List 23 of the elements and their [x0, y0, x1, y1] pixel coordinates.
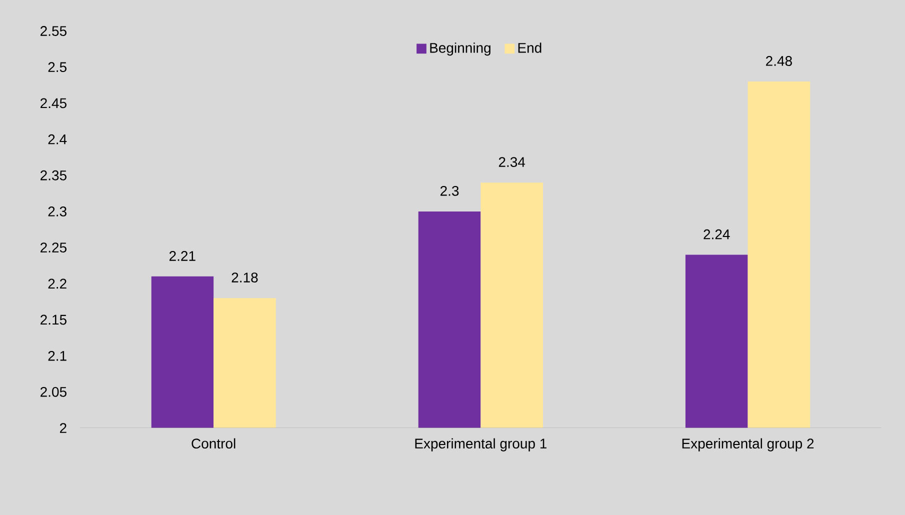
y-tick-label: 2.05 [40, 386, 66, 397]
data-label: 2.34 [498, 157, 526, 167]
y-tick-label: 2.15 [40, 314, 66, 325]
data-label: 2.48 [766, 56, 792, 66]
y-tick-label: 2.5 [48, 62, 66, 72]
x-tick-label: Experimental group 2 [682, 438, 814, 452]
y-tick-label: 2.2 [48, 278, 66, 289]
y-tick-label: 2.45 [40, 98, 66, 108]
x-tick-label: Experimental group 1 [415, 438, 546, 452]
x-tick-label: Control [192, 438, 236, 449]
y-tick-label: 2.4 [48, 134, 67, 144]
y-tick-label: 2.55 [40, 26, 66, 36]
y-tick-label: 2.1 [48, 350, 66, 361]
data-label: 2.21 [169, 251, 196, 261]
y-tick-label: 2.35 [40, 170, 66, 180]
data-label: 2.18 [232, 272, 258, 282]
legend-label: Beginning [430, 42, 490, 56]
data-label: 2.24 [704, 229, 730, 240]
legend-label: End [518, 42, 542, 53]
data-label: 2.3 [440, 186, 459, 196]
y-tick-label: 2.25 [40, 242, 66, 253]
y-tick-label: 2.3 [48, 206, 66, 216]
y-tick-label: 2 [60, 423, 66, 433]
